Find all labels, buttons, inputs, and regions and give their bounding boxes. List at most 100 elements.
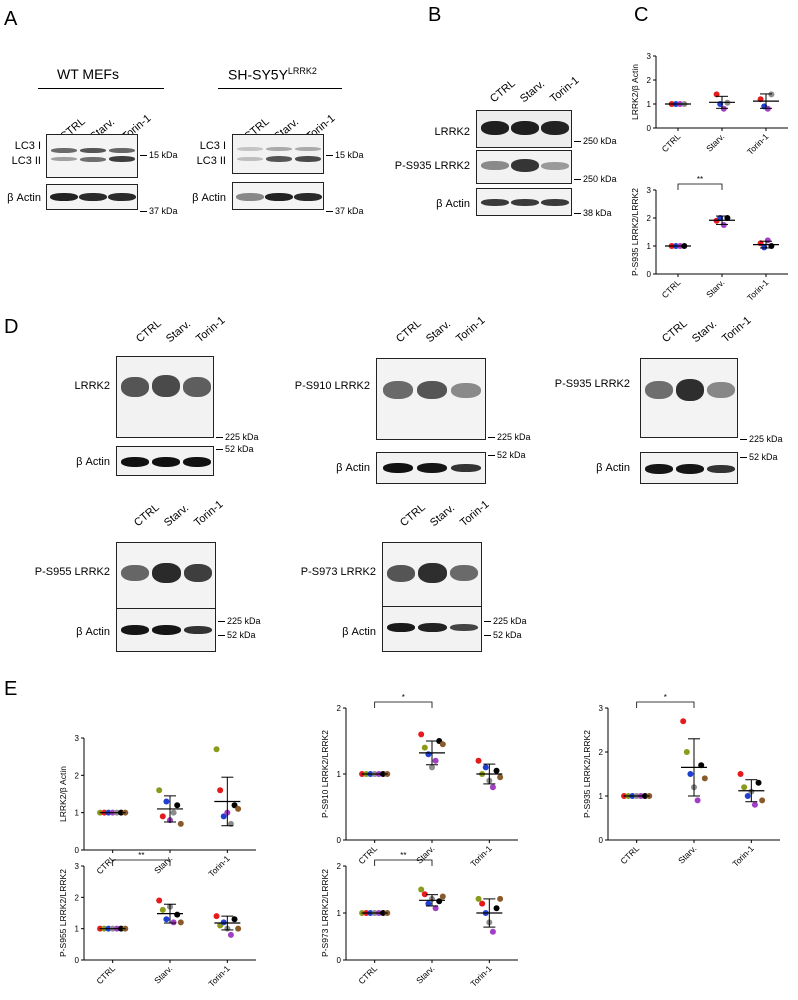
y-tick-label: 0: [599, 836, 604, 845]
western-blot-actin-d: [382, 606, 482, 652]
data-point: [759, 797, 766, 804]
blot-label-actin: β Actin: [342, 626, 376, 638]
data-point: [170, 809, 177, 816]
data-point: [177, 919, 184, 926]
panel-label-a: A: [4, 8, 18, 30]
marker-225kda: 225 kDa: [488, 432, 531, 442]
y-axis-label: LRRK2/β Actin: [58, 766, 68, 822]
significance-label: *: [402, 693, 405, 702]
data-point: [163, 798, 170, 805]
blot-label-lc3i: LC3 I: [14, 140, 41, 152]
x-tick-label: CTRL: [94, 963, 117, 986]
data-point: [421, 891, 428, 898]
x-tick-label: CTRL: [660, 131, 683, 154]
data-point: [489, 784, 496, 791]
panel-label-e: E: [4, 678, 18, 700]
data-point: [159, 813, 166, 820]
lane-label-ctrl: CTRL: [398, 501, 428, 530]
data-point: [737, 771, 744, 777]
data-point: [680, 718, 687, 725]
significance-label: *: [664, 693, 667, 702]
x-tick-label: Torin-1: [745, 131, 771, 157]
y-tick-label: 2: [75, 893, 80, 902]
lane-label-starv: Starv.: [690, 318, 720, 346]
data-point: [683, 749, 690, 755]
x-tick-label: Torin-1: [206, 963, 232, 989]
group-underline: [38, 88, 164, 89]
marker-38kda: 38 kDa: [574, 208, 612, 218]
significance-bracket: [374, 701, 433, 708]
data-point: [227, 931, 234, 938]
marker-52kda: 52 kDa: [484, 630, 522, 640]
x-tick-label: Starv.: [704, 277, 726, 299]
lane-label-torin: Torin-1: [194, 314, 228, 346]
marker-225kda: 225 kDa: [484, 616, 527, 626]
lane-label-ctrl: CTRL: [488, 77, 518, 106]
marker-52kda: 52 kDa: [216, 444, 254, 454]
data-point: [751, 801, 758, 808]
data-point: [235, 925, 242, 932]
western-blot-actin-d: [376, 452, 486, 484]
data-point: [163, 916, 170, 923]
lane-label-ctrl: CTRL: [394, 317, 424, 346]
marker-37kda: 37 kDa: [140, 206, 178, 216]
y-tick-label: 2: [647, 76, 652, 85]
western-blot-actin-b: [476, 188, 572, 216]
x-tick-label: Starv.: [704, 131, 726, 153]
western-blot-lrrk2: [476, 110, 572, 148]
data-point: [493, 905, 500, 912]
y-tick-label: 1: [75, 925, 80, 934]
panel-label-c: C: [634, 4, 649, 26]
y-tick-label: 0: [647, 270, 652, 279]
y-tick-label: 0: [337, 836, 342, 845]
lane-label-torin: Torin-1: [720, 314, 754, 346]
y-tick-label: 3: [75, 734, 80, 743]
data-point: [475, 895, 482, 902]
y-tick-label: 2: [337, 704, 342, 713]
x-tick-label: Starv.: [152, 963, 174, 985]
data-point: [432, 905, 439, 912]
marker-52kda: 52 kDa: [218, 630, 256, 640]
data-point: [755, 779, 762, 786]
blot-label-actin: β Actin: [7, 192, 41, 204]
lane-label-starv: Starv.: [518, 78, 548, 106]
significance-bracket: [112, 859, 171, 866]
panel-label-d: D: [4, 316, 19, 338]
data-point: [220, 919, 227, 926]
western-blot-actin-shsy5y: [232, 182, 324, 210]
data-point: [421, 744, 428, 751]
y-axis-label: P-S910 LRRK2/LRRK2: [320, 730, 330, 818]
blot-label-ps973: P-S973 LRRK2: [300, 566, 376, 578]
data-point: [159, 906, 166, 913]
data-point: [425, 900, 432, 907]
blot-label-ps935: P-S935 LRRK2: [554, 378, 630, 390]
data-point: [213, 913, 220, 920]
blot-label-actin: β Actin: [336, 462, 370, 474]
data-point: [698, 762, 705, 769]
y-tick-label: 0: [337, 956, 342, 965]
lane-label-ctrl: CTRL: [660, 317, 690, 346]
western-blot-actin-d: [116, 446, 214, 476]
y-tick-label: 0: [647, 124, 652, 133]
marker-52kda: 52 kDa: [740, 452, 778, 462]
group-title-wt-mefs: WT MEFs: [57, 66, 119, 82]
data-point: [174, 802, 181, 809]
x-tick-label: CTRL: [660, 277, 683, 300]
blot-label-ps955: P-S955 LRRK2: [34, 566, 110, 578]
significance-label: **: [400, 851, 406, 860]
chart-e-ps955: 0 1 2 3 P-S955 LRRK2/LRRK2 CTRL Starv. Torin-1 *…: [58, 851, 256, 989]
western-blot-lrrk2-d: [116, 356, 214, 438]
y-tick-label: 3: [599, 704, 604, 713]
blot-label-actin: β Actin: [76, 626, 110, 638]
marker-15kda: 15 kDa: [140, 150, 178, 160]
data-point: [418, 886, 425, 893]
data-point: [418, 731, 425, 738]
data-point: [231, 802, 238, 809]
data-point: [432, 757, 439, 764]
y-tick-label: 2: [647, 214, 652, 223]
significance-label: **: [138, 851, 144, 860]
data-point: [217, 787, 224, 794]
